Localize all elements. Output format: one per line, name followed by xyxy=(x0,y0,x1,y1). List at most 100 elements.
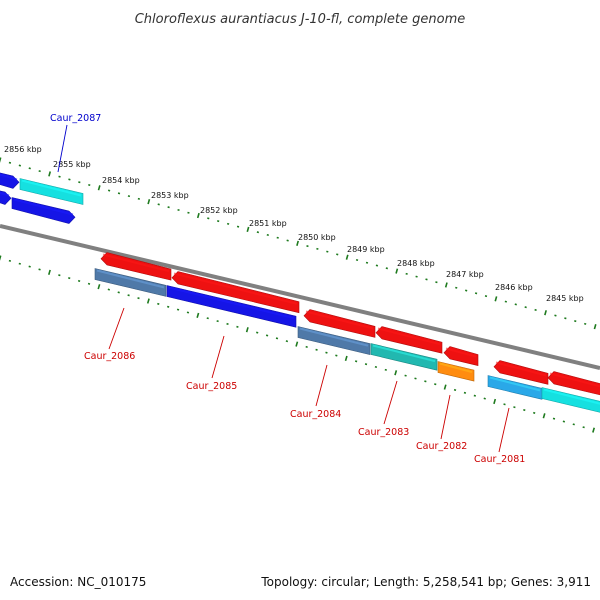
gene-label-caur-2087[interactable]: Caur_2087 xyxy=(50,113,101,124)
gene-cyan-end-highlight xyxy=(543,388,600,405)
gene-forward-b[interactable] xyxy=(0,189,12,205)
gene-caur-2086-highlight xyxy=(96,269,165,289)
gene-red-7-highlight xyxy=(549,372,600,388)
tick-label: 2845 kbp xyxy=(546,294,584,303)
gene-red-2[interactable] xyxy=(171,271,300,314)
gene-red-3[interactable] xyxy=(303,309,376,338)
gene-cyan-end-body xyxy=(541,387,600,413)
gene-red-1-highlight xyxy=(102,253,170,273)
gene-caur-2085-highlight xyxy=(168,286,295,320)
tick-label: 2853 kbp xyxy=(151,191,189,200)
major-tick xyxy=(494,296,498,302)
gene-label-caur-2085[interactable]: Caur_2085 xyxy=(186,381,237,392)
major-tick xyxy=(593,324,597,330)
major-tick xyxy=(592,427,596,433)
gene-forward-a[interactable] xyxy=(0,171,20,189)
gene-red-6[interactable] xyxy=(493,360,549,385)
gene-red-4[interactable] xyxy=(375,326,443,354)
tick-label: 2848 kbp xyxy=(397,259,435,268)
gene-caur-2082-highlight xyxy=(439,362,473,374)
leader-line-caur-2087 xyxy=(57,124,68,173)
tick-ruler-inner xyxy=(0,255,596,433)
tick-label: 2855 kbp xyxy=(53,160,91,169)
tick-label: 2847 kbp xyxy=(446,270,484,279)
major-tick xyxy=(395,268,399,274)
gene-caur-2082[interactable] xyxy=(437,361,475,382)
leader-line-caur-2081 xyxy=(498,407,510,453)
major-tick xyxy=(295,341,299,347)
major-tick xyxy=(47,269,51,275)
major-tick xyxy=(147,199,151,205)
major-tick xyxy=(443,384,447,390)
gene-red-4-highlight xyxy=(377,327,441,346)
gene-label-caur-2083[interactable]: Caur_2083 xyxy=(358,427,409,438)
major-tick xyxy=(0,255,2,261)
tick-label: 2854 kbp xyxy=(102,176,140,185)
gene-forward-c[interactable] xyxy=(11,197,76,224)
gene-label-caur-2081[interactable]: Caur_2081 xyxy=(474,454,525,465)
tick-label: 2851 kbp xyxy=(249,219,287,228)
major-tick xyxy=(245,327,249,333)
tick-label: 2856 kbp xyxy=(4,145,42,154)
gene-caur-2086[interactable] xyxy=(94,268,167,297)
gene-red-3-highlight xyxy=(305,310,374,330)
accession-text: Accession: NC_010175 xyxy=(10,575,146,589)
leader-line-caur-2084 xyxy=(315,364,328,407)
gene-caur-2081-highlight xyxy=(489,376,541,392)
gene-features[interactable] xyxy=(0,171,600,415)
gene-labels[interactable]: Caur_2087 Caur_2086 Caur_2085 Caur_2084 Caur… xyxy=(50,113,525,465)
major-tick xyxy=(0,157,2,163)
gene-caur-2085[interactable] xyxy=(166,285,297,328)
gene-caur-2083[interactable] xyxy=(370,343,438,371)
major-tick xyxy=(344,355,348,362)
tick-label: 2852 kbp xyxy=(200,206,238,215)
gene-forward-b-highlight xyxy=(0,191,10,197)
major-tick xyxy=(196,312,200,318)
gene-cyan-end[interactable] xyxy=(541,387,600,415)
major-tick xyxy=(196,212,200,219)
major-tick xyxy=(146,298,150,304)
major-tick xyxy=(48,171,52,177)
gene-forward-c-highlight xyxy=(13,198,74,216)
gene-label-caur-2082[interactable]: Caur_2082 xyxy=(416,441,467,452)
gene-red-1[interactable] xyxy=(100,252,172,281)
gene-label-caur-2086[interactable]: Caur_2086 xyxy=(84,351,135,362)
gene-red-5[interactable] xyxy=(443,346,479,366)
gene-label-caur-2084[interactable]: Caur_2084 xyxy=(290,409,341,420)
genome-summary-text: Topology: circular; Length: 5,258,541 bp… xyxy=(260,575,591,589)
gene-red-6-highlight xyxy=(495,361,547,377)
tick-label: 2849 kbp xyxy=(347,245,385,254)
map-title: Chloroflexus aurantiacus J-10-fl, comple… xyxy=(135,12,466,27)
tick-label: 2850 kbp xyxy=(298,233,336,242)
tick-labels: 2856 kbp 2855 kbp 2854 kbp 2853 kbp 2852 kbp… xyxy=(4,145,584,303)
tick-label: 2846 kbp xyxy=(495,283,533,292)
gene-caur-2081[interactable] xyxy=(487,375,543,400)
genome-backbone xyxy=(0,224,600,370)
gene-red-5-highlight xyxy=(445,347,477,358)
gene-red-7-body xyxy=(547,371,600,396)
major-tick xyxy=(97,185,101,191)
major-tick xyxy=(97,284,101,290)
gene-red-7[interactable] xyxy=(547,371,600,398)
gene-forward-b-body xyxy=(0,190,12,205)
gene-caur-2087[interactable] xyxy=(19,178,84,205)
major-tick xyxy=(296,240,300,246)
gene-caur-2087-highlight xyxy=(21,179,82,197)
major-tick xyxy=(394,370,398,376)
gene-forward-a-highlight xyxy=(0,173,18,181)
gene-caur-2083-highlight xyxy=(372,344,436,363)
major-tick xyxy=(493,398,497,405)
tick-ruler-outer xyxy=(0,157,597,330)
major-tick xyxy=(246,226,250,233)
gene-red-2-highlight xyxy=(173,272,298,305)
leader-line-caur-2083 xyxy=(383,380,398,425)
gene-caur-2084[interactable] xyxy=(297,326,371,356)
major-tick xyxy=(345,254,349,260)
leader-line-caur-2086 xyxy=(108,307,125,350)
major-tick xyxy=(444,282,448,288)
major-tick xyxy=(542,413,546,419)
major-tick xyxy=(544,310,547,316)
leader-line-caur-2082 xyxy=(440,394,451,440)
gene-caur-2084-highlight xyxy=(299,327,369,347)
